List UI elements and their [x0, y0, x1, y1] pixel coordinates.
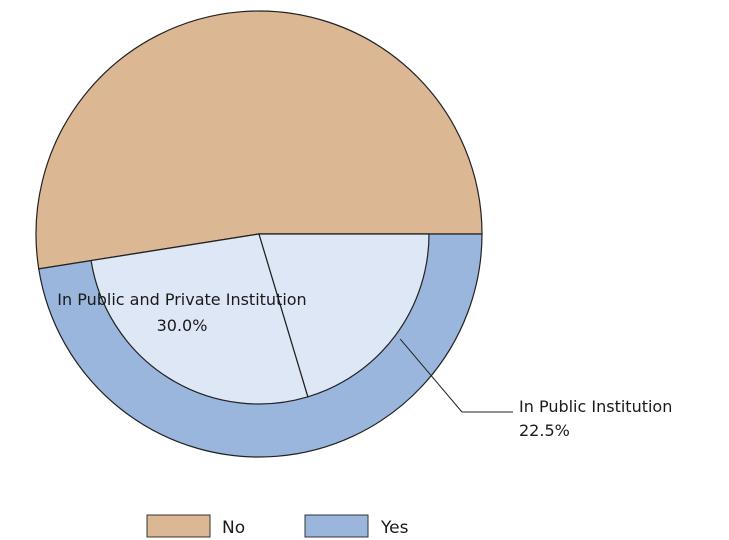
legend-swatch-yes [304, 514, 369, 538]
value-public-private-institution: 30.0% [157, 316, 208, 335]
slice-no [35, 10, 483, 270]
label-public-private-institution: In Public and Private Institution [57, 290, 306, 309]
slice-labels: In Public and Private Institution 30.0% … [57, 290, 672, 440]
leader-line-public-institution [399, 338, 463, 413]
legend-swatch-no [146, 514, 211, 538]
pie-slices [35, 10, 483, 458]
slice-public-institution [258, 233, 430, 398]
legend-label-no: No [222, 518, 245, 538]
value-public-institution: 22.5% [519, 421, 570, 440]
legend: No Yes [146, 514, 409, 538]
label-public-institution: In Public Institution [519, 397, 672, 416]
legend-label-yes: Yes [380, 518, 409, 538]
slice-public-private-institution [90, 233, 309, 405]
